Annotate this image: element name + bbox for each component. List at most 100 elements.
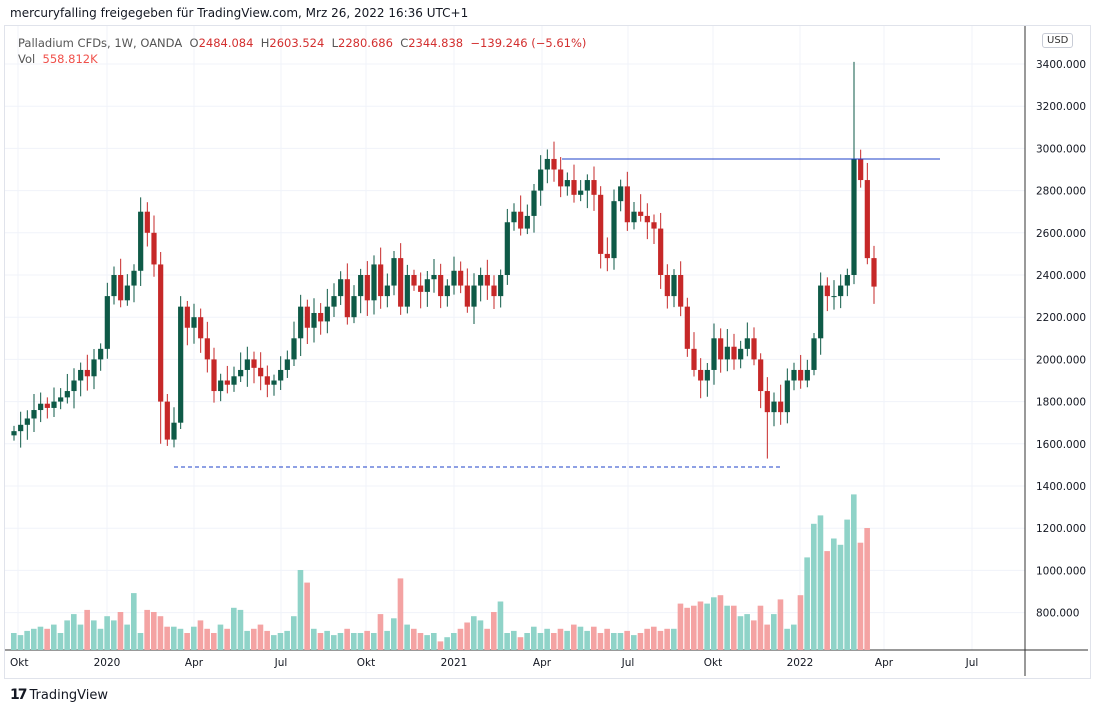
x-tick-label: Okt bbox=[704, 657, 722, 669]
candle-body bbox=[531, 190, 537, 216]
volume-bar bbox=[151, 612, 157, 650]
volume-bar bbox=[524, 633, 530, 650]
candle-body bbox=[871, 258, 877, 287]
volume-bar bbox=[384, 630, 390, 650]
y-tick-label: 1000.000 bbox=[1036, 565, 1086, 577]
candle-body bbox=[378, 264, 384, 297]
volume-bar bbox=[631, 635, 637, 650]
candle-body bbox=[344, 279, 350, 318]
volume-bar bbox=[251, 628, 257, 650]
volume-bar bbox=[404, 624, 410, 650]
candle-body bbox=[584, 180, 590, 191]
candle-body bbox=[791, 369, 797, 381]
candle-body bbox=[331, 296, 337, 307]
candle-body bbox=[51, 401, 57, 408]
volume-bar bbox=[691, 605, 697, 650]
candle-body bbox=[404, 275, 410, 307]
candle-body bbox=[811, 338, 817, 370]
volume-bar bbox=[437, 641, 444, 650]
volume-bar bbox=[724, 605, 730, 650]
candle-body bbox=[444, 285, 450, 297]
candle-body bbox=[504, 222, 510, 275]
candle-body bbox=[651, 222, 657, 229]
candle-body bbox=[124, 285, 130, 301]
candle-body bbox=[171, 422, 177, 440]
volume-bar bbox=[411, 628, 417, 650]
volume-bar bbox=[851, 494, 857, 650]
volume-bar bbox=[157, 616, 164, 650]
candle-body bbox=[658, 228, 664, 275]
candle-body bbox=[31, 410, 37, 419]
candle-body bbox=[318, 312, 324, 322]
candle-body bbox=[611, 201, 617, 259]
candle-body bbox=[64, 391, 70, 398]
candle-body bbox=[824, 285, 830, 297]
y-tick-label: 3400.000 bbox=[1036, 59, 1086, 71]
volume-bar bbox=[491, 612, 497, 650]
candle-body bbox=[771, 401, 777, 413]
volume-bar bbox=[191, 626, 197, 650]
volume-bar bbox=[564, 630, 570, 650]
volume-bar bbox=[831, 538, 837, 650]
candle-body bbox=[284, 359, 290, 370]
candle-body bbox=[118, 275, 124, 301]
volume-bar bbox=[584, 630, 590, 650]
volume-bar bbox=[124, 624, 130, 650]
volume-bar bbox=[591, 626, 597, 650]
candle-body bbox=[384, 285, 390, 297]
volume-bar bbox=[71, 614, 77, 650]
candle-body bbox=[398, 258, 404, 307]
volume-bar bbox=[264, 630, 270, 650]
y-tick-label: 1600.000 bbox=[1036, 439, 1086, 451]
volume-bar bbox=[177, 628, 184, 650]
candle-body bbox=[198, 317, 204, 339]
x-tick-label: 2021 bbox=[441, 657, 468, 669]
candle-body bbox=[764, 391, 770, 413]
candle-body bbox=[278, 369, 284, 381]
volume-bar bbox=[11, 633, 17, 650]
volume-bar bbox=[797, 595, 804, 650]
candle-body bbox=[671, 275, 677, 297]
x-tick-label: Jul bbox=[621, 657, 635, 669]
symbol-label[interactable]: Palladium CFDs, 1W, OANDA bbox=[18, 36, 183, 50]
candle-body bbox=[178, 306, 184, 423]
volume-bar bbox=[244, 630, 250, 650]
candle-body bbox=[258, 367, 264, 377]
volume-bar bbox=[551, 633, 557, 650]
volume-bar bbox=[824, 551, 830, 650]
volume-bar bbox=[651, 626, 657, 650]
candle-body bbox=[604, 253, 610, 259]
candle-body bbox=[471, 285, 477, 307]
candle-body bbox=[784, 380, 790, 413]
x-tick-label: Apr bbox=[185, 657, 204, 669]
volume-bar bbox=[24, 630, 30, 650]
volume-bar bbox=[517, 637, 524, 650]
candle-body bbox=[184, 306, 190, 328]
candle-body bbox=[351, 296, 357, 318]
volume-bar bbox=[304, 582, 310, 650]
volume-bar bbox=[751, 620, 757, 650]
candle-body bbox=[438, 275, 444, 297]
volume-bar bbox=[731, 605, 737, 650]
volume-label: Vol bbox=[18, 52, 36, 66]
currency-button[interactable]: USD bbox=[1042, 33, 1074, 48]
volume-bar bbox=[217, 624, 224, 650]
candle-body bbox=[311, 312, 317, 328]
volume-bar bbox=[557, 628, 564, 650]
volume-bar bbox=[117, 612, 124, 650]
volume-bar bbox=[637, 633, 644, 650]
low-label: L bbox=[331, 36, 339, 50]
volume-bar bbox=[817, 515, 824, 650]
candle-body bbox=[518, 211, 524, 229]
volume-bar bbox=[337, 633, 344, 650]
candle-body bbox=[304, 306, 310, 328]
tradingview-logo[interactable]: 17 TradingView bbox=[10, 687, 108, 703]
tv-logo-icon: 17 bbox=[10, 687, 28, 703]
candle-body bbox=[11, 431, 17, 436]
volume-bar bbox=[357, 633, 364, 650]
volume-bar bbox=[711, 597, 717, 650]
volume-bar bbox=[704, 603, 710, 650]
candle-body bbox=[851, 158, 857, 275]
candle-body bbox=[271, 380, 277, 385]
